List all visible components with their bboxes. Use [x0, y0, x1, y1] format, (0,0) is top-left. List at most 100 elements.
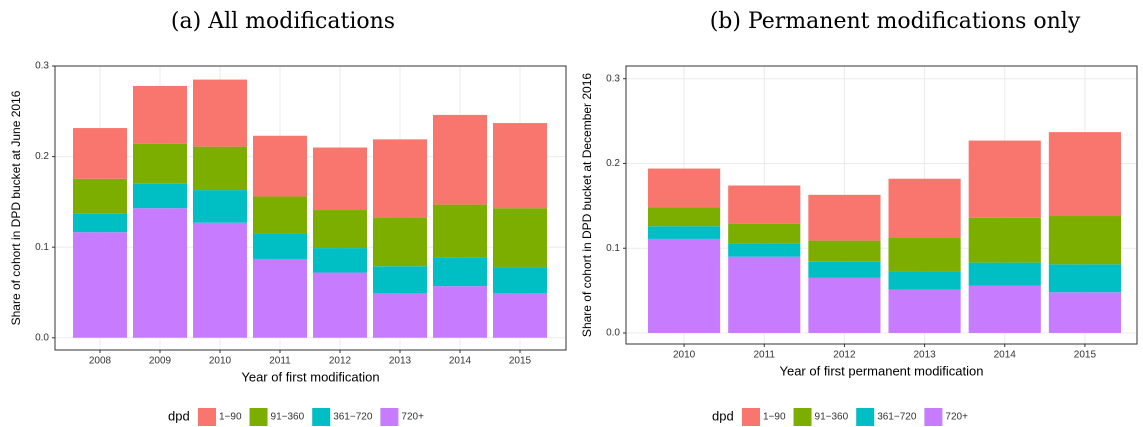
bar-segment	[968, 140, 1041, 218]
x-tick-label: 2012	[833, 350, 856, 361]
x-tick-label: 2010	[209, 356, 232, 367]
bar-segment	[373, 293, 427, 338]
bar-segment	[73, 178, 127, 214]
bar-segment	[1048, 216, 1121, 265]
bar-segment	[808, 240, 881, 262]
x-tick-label: 2010	[673, 350, 696, 361]
y-tick-label: 0.3	[35, 61, 49, 72]
bar-segment	[493, 123, 547, 209]
y-tick-label: 0.2	[35, 151, 49, 162]
x-tick-label: 2009	[149, 356, 172, 367]
bar-segment	[888, 237, 961, 272]
bar-segment	[433, 204, 487, 258]
bar-segment	[648, 207, 721, 227]
legend-swatch	[924, 408, 943, 426]
bar-segment	[193, 146, 247, 191]
bar-segment	[193, 79, 247, 147]
bar-segment	[808, 277, 881, 333]
plot-panel	[55, 66, 566, 350]
y-tick-label: 0.1	[35, 242, 49, 253]
legend-label: 720+	[401, 412, 424, 423]
bar-segment	[728, 223, 801, 244]
bar-segment	[493, 208, 547, 268]
legend-swatch	[312, 408, 331, 426]
x-tick-label: 2011	[753, 350, 775, 361]
legend-label: 361−720	[877, 412, 917, 423]
bar-segment	[648, 238, 721, 333]
bar-segment	[133, 208, 187, 338]
y-tick-label: 0.0	[35, 332, 49, 343]
plot-border	[625, 65, 1138, 345]
x-tick-label: 2012	[329, 356, 352, 367]
y-tick-label: 0.1	[606, 243, 620, 254]
legend-swatch	[198, 408, 216, 426]
legend-swatch	[856, 408, 875, 426]
legend-label: 361−720	[333, 412, 373, 423]
bar-segment	[73, 213, 127, 233]
x-tick-label: 2011	[269, 356, 291, 367]
bar-segment	[433, 257, 487, 287]
bar-segment	[968, 217, 1041, 263]
bar-segment	[968, 285, 1041, 333]
legend-swatch	[249, 408, 268, 426]
bar-segment	[648, 168, 721, 208]
legend-label: 91−360	[815, 412, 849, 423]
bar-segment	[373, 266, 427, 294]
legend-label: 1−90	[219, 412, 242, 423]
y-axis-label: Share of cohort in DPD bucket at Decembe…	[580, 73, 594, 337]
x-axis-label: Year of first permanent modification	[779, 363, 983, 378]
bar-segment	[373, 217, 427, 267]
x-tick-label: 2015	[1074, 350, 1097, 361]
bar-segment	[193, 222, 247, 338]
bar-segment	[493, 267, 547, 294]
bar-segment	[313, 272, 367, 338]
bar-segment	[433, 286, 487, 338]
chart-title: (a) All modifications	[171, 9, 395, 34]
bar-segment	[728, 185, 801, 224]
bar-segment	[253, 233, 307, 259]
bar-segment	[493, 293, 547, 338]
bar-segment	[1048, 264, 1121, 293]
bar-segment	[133, 85, 187, 144]
bar-segment	[313, 147, 367, 211]
bar-segment	[73, 232, 127, 338]
x-tick-label: 2013	[913, 350, 936, 361]
bar-segment	[433, 114, 487, 205]
y-tick-label: 0.2	[606, 158, 620, 169]
legend-title: dpd	[712, 408, 734, 423]
bar-segment	[808, 261, 881, 278]
legend-swatch	[793, 408, 812, 426]
legend-label: 1−90	[763, 412, 786, 423]
bar-segment	[313, 210, 367, 249]
x-tick-label: 2015	[509, 356, 532, 367]
bar-segment	[133, 143, 187, 184]
bar-segment	[888, 178, 961, 238]
legend-swatch	[742, 408, 760, 426]
x-tick-label: 2014	[449, 356, 472, 367]
chart-title: (b) Permanent modifications only	[710, 9, 1081, 34]
bar-segment	[1048, 292, 1121, 333]
bar-segment	[888, 271, 961, 290]
plot-border	[54, 65, 567, 351]
legend-label: 720+	[945, 412, 968, 423]
bar-segment	[133, 183, 187, 209]
y-axis-label: Share of cohort in DPD bucket at June 20…	[9, 90, 23, 325]
bar-segment	[193, 190, 247, 223]
x-tick-label: 2013	[389, 356, 412, 367]
x-tick-label: 2008	[89, 356, 112, 367]
bar-segment	[373, 139, 427, 218]
bar-segment	[808, 194, 881, 241]
x-tick-label: 2014	[994, 350, 1017, 361]
y-tick-label: 0.3	[606, 73, 620, 84]
bar-segment	[968, 262, 1041, 286]
bar-segment	[73, 128, 127, 179]
x-axis-label: Year of first modification	[241, 369, 379, 384]
bar-segment	[728, 243, 801, 257]
legend-title: dpd	[168, 408, 190, 423]
bar-segment	[648, 226, 721, 239]
y-tick-label: 0.0	[606, 328, 620, 339]
legend-swatch	[380, 408, 399, 426]
bar-segment	[313, 248, 367, 273]
bar-segment	[253, 196, 307, 234]
